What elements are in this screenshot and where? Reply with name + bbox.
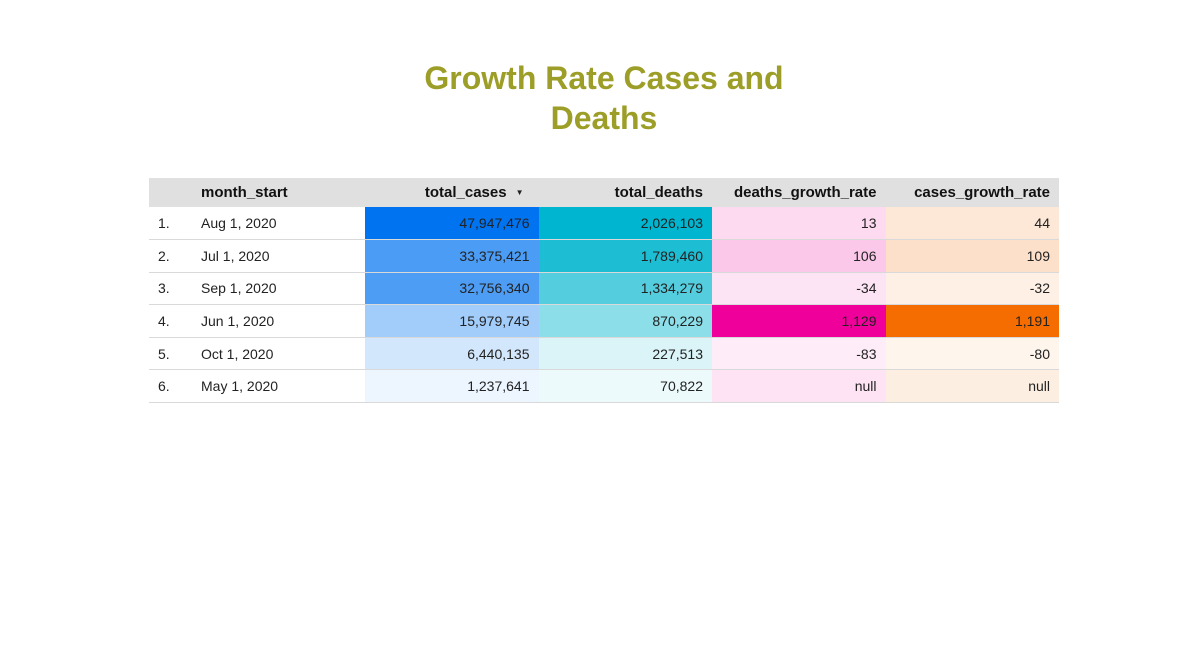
- data-table: month_start total_cases ▼ total_deaths de…: [149, 178, 1059, 403]
- row-index: 5.: [158, 345, 170, 362]
- header-total-cases[interactable]: total_cases ▼: [365, 178, 539, 207]
- cell-total-cases: 6,440,135: [365, 337, 539, 370]
- table-header-row: month_start total_cases ▼ total_deaths de…: [149, 178, 1059, 207]
- header-month-start[interactable]: month_start: [201, 184, 288, 201]
- cell-deaths-growth-rate: null: [712, 369, 886, 403]
- cell-total-deaths: 1,334,279: [538, 272, 712, 305]
- cell-total-deaths: 227,513: [538, 337, 712, 370]
- cell-deaths-growth-rate: 106: [712, 239, 886, 273]
- cell-total-cases: 15,979,745: [365, 304, 539, 338]
- cell-deaths-growth-rate: -34: [712, 272, 886, 305]
- cell-total-deaths: 2,026,103: [538, 207, 712, 240]
- header-cases-growth-rate[interactable]: cases_growth_rate: [914, 184, 1050, 201]
- row-index: 1.: [158, 215, 170, 232]
- cell-month-start: Jun 1, 2020: [201, 313, 275, 330]
- table-body: 1. Aug 1, 2020 47,947,476 2,026,103 13 44 2. Ju…: [149, 207, 1059, 403]
- header-total-cases-label: total_cases: [424, 184, 507, 201]
- cell-cases-growth-rate: -80: [885, 337, 1059, 370]
- table-row: 4. Jun 1, 2020 15,979,745 870,229 1,129 1,191: [149, 304, 1059, 338]
- chart-title: Growth Rate Cases and Deaths: [424, 60, 784, 136]
- table-row: 5. Oct 1, 2020 6,440,135 227,513 -83 -80: [149, 337, 1059, 370]
- cell-total-cases: 47,947,476: [365, 207, 539, 240]
- table-row: 6. May 1, 2020 1,237,641 70,822 null null: [149, 369, 1059, 403]
- cell-total-deaths: 1,789,460: [538, 239, 712, 273]
- cell-deaths-growth-rate: 13: [712, 207, 886, 240]
- header-total-deaths[interactable]: total_deaths: [614, 184, 703, 201]
- cell-total-deaths: 70,822: [538, 369, 712, 403]
- row-index: 6.: [158, 378, 170, 395]
- cell-total-cases: 32,756,340: [365, 272, 539, 305]
- cell-total-cases: 33,375,421: [365, 239, 539, 273]
- row-index: 2.: [158, 247, 170, 264]
- cell-month-start: May 1, 2020: [201, 378, 279, 395]
- cell-month-start: Aug 1, 2020: [201, 215, 277, 232]
- table-row: 3. Sep 1, 2020 32,756,340 1,334,279 -34 -32: [149, 272, 1059, 305]
- cell-cases-growth-rate: 44: [885, 207, 1059, 240]
- cell-deaths-growth-rate: 1,129: [712, 304, 886, 338]
- header-index: [149, 178, 193, 207]
- cell-cases-growth-rate: null: [885, 369, 1059, 403]
- cell-deaths-growth-rate: -83: [712, 337, 886, 370]
- header-deaths-growth-rate[interactable]: deaths_growth_rate: [733, 184, 877, 201]
- cell-cases-growth-rate: -32: [885, 272, 1059, 305]
- row-index: 3.: [158, 280, 170, 297]
- cell-month-start: Jul 1, 2020: [201, 247, 270, 264]
- table-row: 2. Jul 1, 2020 33,375,421 1,789,460 106 109: [149, 239, 1059, 273]
- cell-month-start: Sep 1, 2020: [201, 280, 277, 297]
- cell-month-start: Oct 1, 2020: [201, 345, 274, 362]
- sort-descending-icon[interactable]: ▼: [515, 188, 524, 197]
- cell-cases-growth-rate: 1,191: [885, 304, 1059, 338]
- cell-total-cases: 1,237,641: [365, 369, 539, 403]
- row-index: 4.: [158, 313, 170, 330]
- cell-total-deaths: 870,229: [538, 304, 712, 338]
- cell-cases-growth-rate: 109: [885, 239, 1059, 273]
- table-row: 1. Aug 1, 2020 47,947,476 2,026,103 13 44: [149, 207, 1059, 240]
